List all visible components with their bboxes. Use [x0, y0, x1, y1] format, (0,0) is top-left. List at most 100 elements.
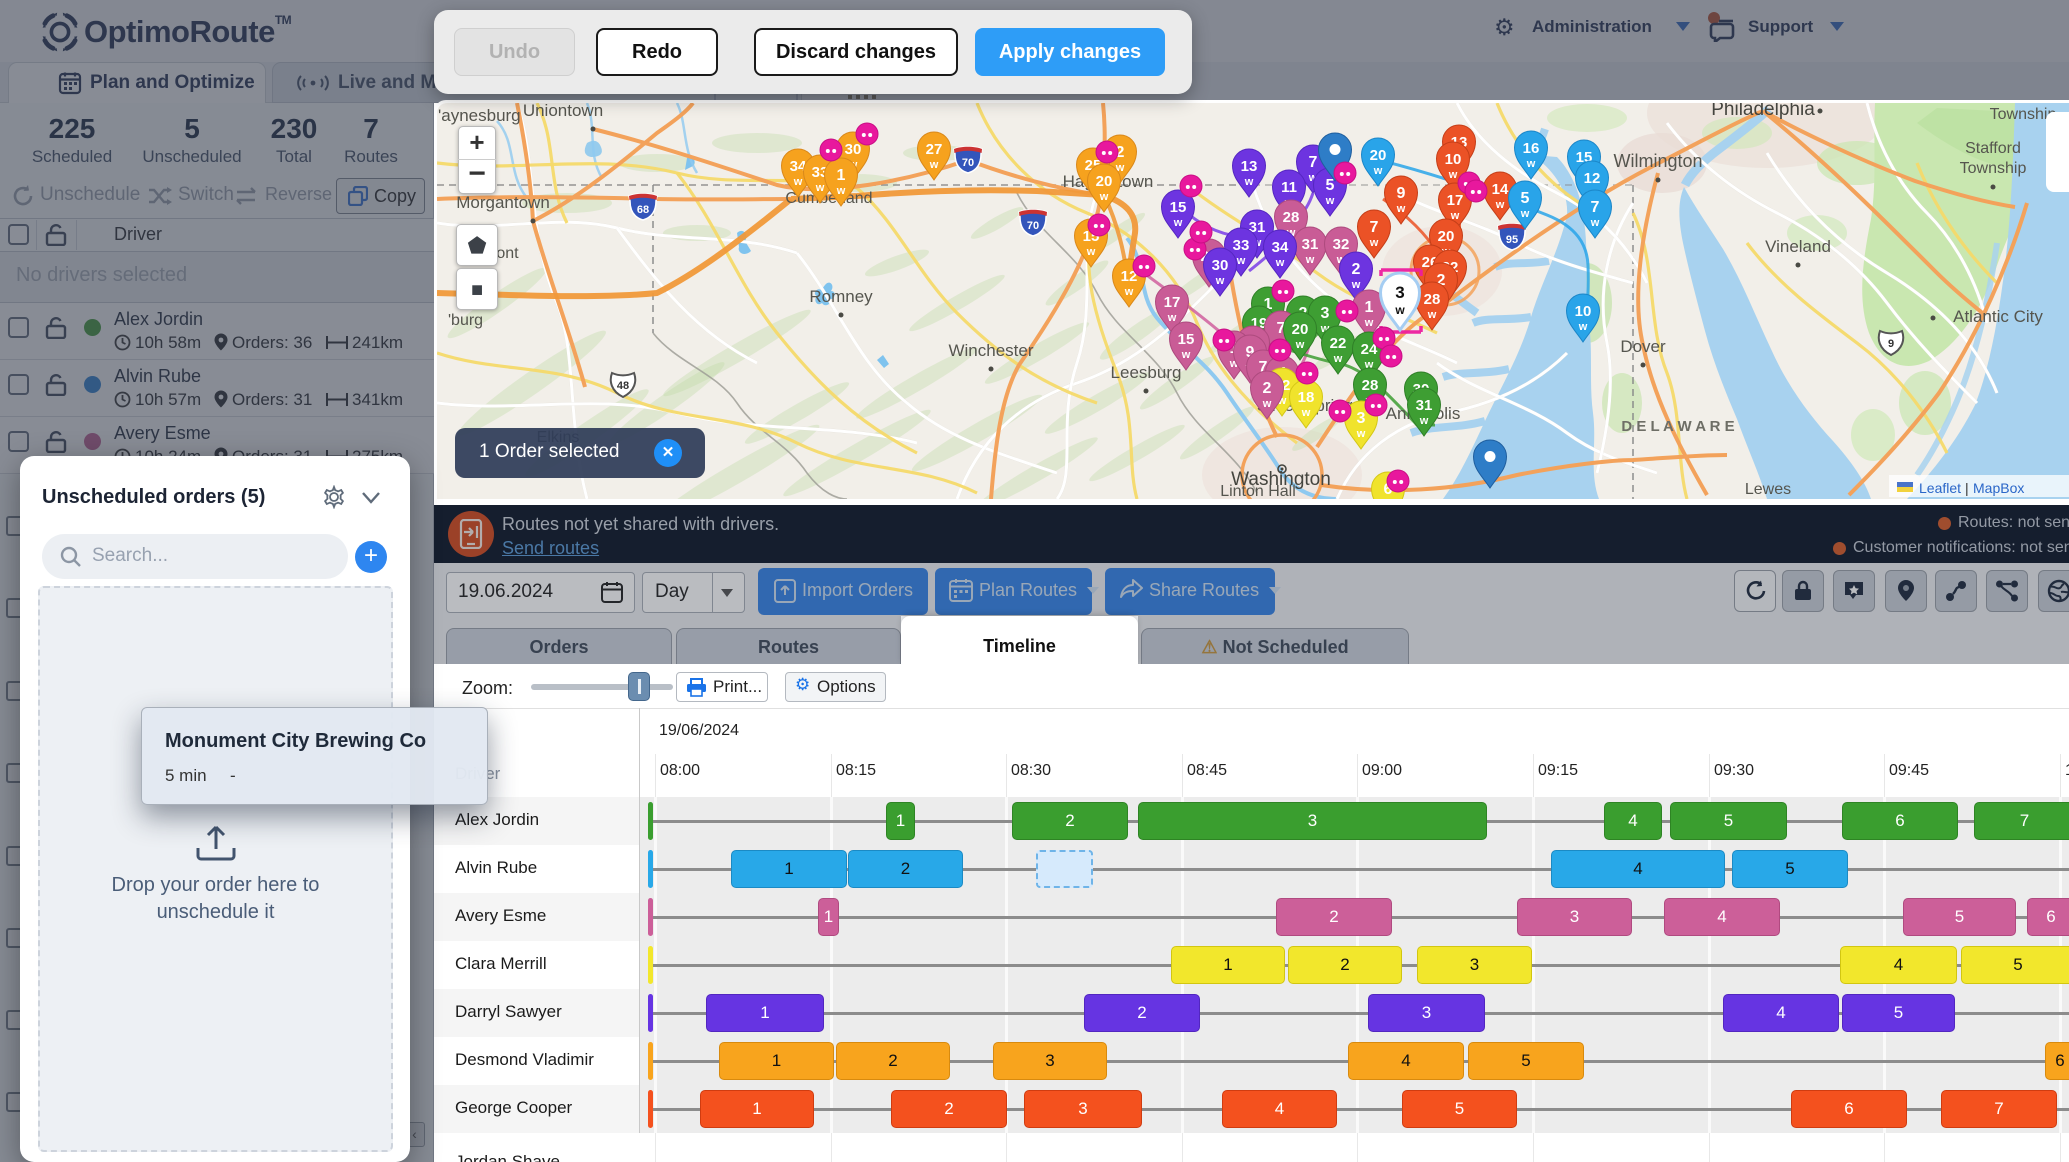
svg-text:Winchester: Winchester — [948, 341, 1033, 360]
svg-text:'aynesburg: 'aynesburg — [438, 106, 521, 125]
svg-text:w: w — [1236, 255, 1246, 267]
svg-text:w: w — [1301, 407, 1311, 419]
svg-text:w: w — [1173, 217, 1183, 229]
svg-text:2: 2 — [1263, 380, 1272, 397]
svg-text:31: 31 — [1302, 236, 1319, 253]
svg-text:Atlantic City: Atlantic City — [1953, 307, 2043, 326]
svg-text:1: 1 — [837, 167, 846, 184]
svg-text:w: w — [1590, 217, 1600, 229]
svg-text:70: 70 — [1027, 220, 1039, 232]
svg-text:w: w — [1356, 428, 1366, 440]
svg-text:w: w — [1394, 303, 1405, 317]
svg-text:w: w — [1351, 279, 1361, 291]
svg-text:Uniontown: Uniontown — [523, 103, 603, 120]
svg-text:w: w — [1277, 395, 1287, 407]
svg-text:7: 7 — [1370, 219, 1379, 236]
svg-text:2: 2 — [1437, 272, 1446, 289]
svg-text:17: 17 — [1447, 192, 1464, 209]
svg-text:95: 95 — [1506, 234, 1518, 246]
svg-text:16: 16 — [1523, 140, 1540, 157]
svg-text:68: 68 — [637, 204, 649, 216]
svg-text:Philadelphia: Philadelphia — [1711, 103, 1815, 120]
svg-text:w: w — [1336, 254, 1346, 266]
svg-text:w: w — [1115, 162, 1125, 174]
svg-text:1: 1 — [1264, 296, 1273, 313]
svg-text:Washington: Washington — [1231, 469, 1331, 490]
svg-text:3: 3 — [1357, 410, 1366, 427]
svg-text:27: 27 — [926, 141, 943, 158]
svg-text:w: w — [1124, 286, 1134, 298]
svg-text:w: w — [836, 185, 846, 197]
svg-text:w: w — [1215, 275, 1225, 287]
svg-text:6: 6 — [1384, 481, 1393, 498]
svg-text:18: 18 — [1298, 389, 1315, 406]
svg-text:24: 24 — [1361, 341, 1378, 358]
svg-text:Vineland: Vineland — [1765, 237, 1831, 256]
svg-text:30: 30 — [1212, 257, 1229, 274]
svg-text:20: 20 — [1292, 321, 1309, 338]
svg-text:9: 9 — [1888, 338, 1894, 350]
svg-text:Leaflet: Leaflet — [1919, 480, 1961, 496]
svg-text:w: w — [1448, 169, 1458, 181]
svg-text:3: 3 — [1321, 305, 1330, 322]
svg-text:Township: Township — [1990, 106, 2057, 123]
svg-text:15: 15 — [1178, 331, 1195, 348]
svg-text:3: 3 — [1395, 283, 1404, 302]
svg-text:w: w — [1262, 398, 1272, 410]
svg-text:22: 22 — [1330, 335, 1347, 352]
svg-text:5: 5 — [1326, 177, 1335, 194]
svg-text:1: 1 — [1365, 299, 1374, 316]
svg-text:Morgantown: Morgantown — [456, 193, 550, 212]
svg-text:w: w — [1286, 227, 1296, 239]
svg-text:20: 20 — [1096, 173, 1113, 190]
svg-text:9: 9 — [1246, 344, 1255, 361]
svg-text:32: 32 — [1333, 236, 1350, 253]
svg-text:w: w — [1308, 172, 1318, 184]
svg-text:31: 31 — [1249, 219, 1266, 236]
svg-text:17: 17 — [1164, 294, 1181, 311]
svg-text:9: 9 — [1397, 185, 1406, 202]
svg-text:w: w — [1526, 158, 1536, 170]
svg-text:D E L A W A R E: D E L A W A R E — [1621, 418, 1734, 435]
svg-text:w: w — [1369, 237, 1379, 249]
svg-text:w: w — [1419, 415, 1429, 427]
svg-text:34: 34 — [790, 158, 807, 175]
svg-text:28: 28 — [1362, 377, 1379, 394]
svg-text:w: w — [1450, 210, 1460, 222]
svg-text:10: 10 — [1575, 303, 1592, 320]
svg-text:30: 30 — [845, 141, 862, 158]
svg-text:28: 28 — [1283, 209, 1300, 226]
svg-text:w: w — [1295, 339, 1305, 351]
svg-text:w: w — [1396, 203, 1406, 215]
svg-text:13: 13 — [1241, 158, 1258, 175]
svg-text:20: 20 — [1370, 147, 1387, 164]
svg-text:Romney: Romney — [809, 287, 873, 306]
svg-text:2: 2 — [1352, 261, 1361, 278]
svg-text:5: 5 — [1521, 190, 1530, 207]
svg-text:w: w — [1320, 323, 1330, 335]
svg-text:20: 20 — [1438, 228, 1455, 245]
svg-text:'burg: 'burg — [448, 312, 483, 329]
svg-text:w: w — [1333, 353, 1343, 365]
svg-text:|: | — [1965, 480, 1969, 496]
svg-text:w: w — [1244, 176, 1254, 188]
svg-text:w: w — [1229, 358, 1239, 370]
svg-text:15: 15 — [1170, 199, 1187, 216]
svg-text:2: 2 — [1116, 144, 1125, 161]
svg-text:33: 33 — [1233, 237, 1250, 254]
svg-text:Linton Hall: Linton Hall — [1220, 483, 1296, 499]
svg-text:7: 7 — [1309, 154, 1318, 171]
svg-text:10: 10 — [1445, 151, 1462, 168]
svg-text:w: w — [1181, 349, 1191, 361]
svg-text:28: 28 — [1424, 291, 1441, 308]
svg-text:Dover: Dover — [1620, 337, 1666, 356]
svg-text:7: 7 — [1277, 320, 1286, 337]
svg-text:w: w — [815, 182, 825, 194]
svg-text:w: w — [1364, 317, 1374, 329]
svg-text:w: w — [1275, 257, 1285, 269]
svg-text:w: w — [1427, 309, 1437, 321]
svg-text:70: 70 — [962, 157, 974, 169]
svg-text:w: w — [1578, 321, 1588, 333]
svg-text:Lewes: Lewes — [1745, 481, 1791, 498]
svg-text:w: w — [1086, 246, 1096, 258]
